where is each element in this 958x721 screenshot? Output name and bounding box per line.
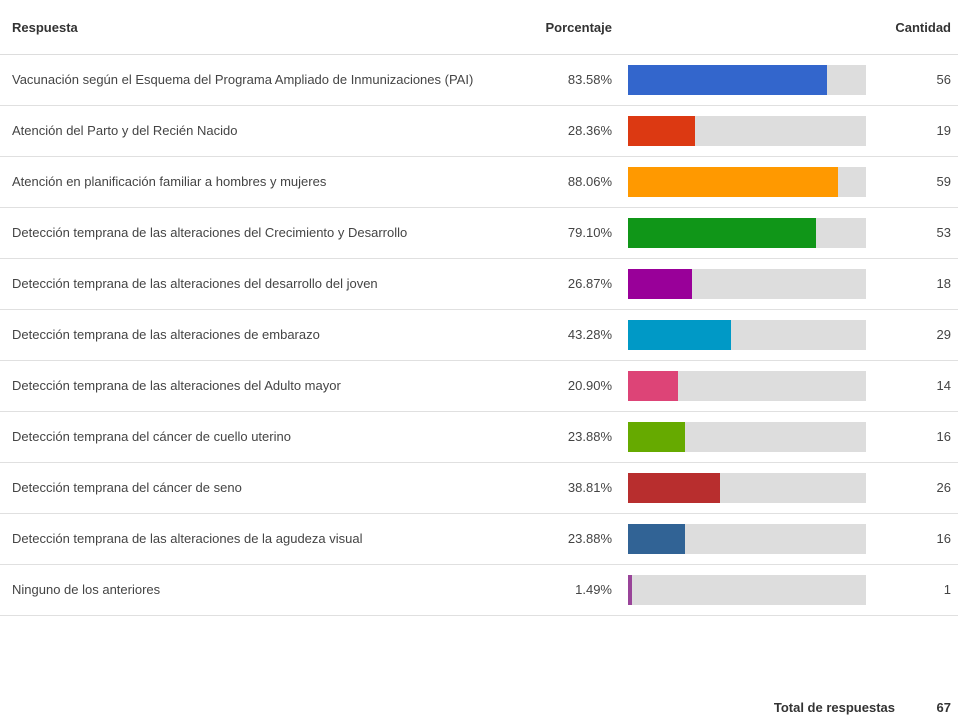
answer-row: Detección temprana de las alteraciones d… — [0, 208, 958, 259]
percent-label: 28.36% — [567, 123, 612, 138]
answer-label: Detección temprana de las alteraciones d… — [12, 276, 378, 291]
answer-row: Detección temprana del cáncer de seno 38.… — [0, 463, 958, 514]
total-label: Total de respuestas — [773, 700, 895, 715]
percent-label: 20.90% — [567, 378, 612, 393]
answer-row: Atención del Parto y del Recién Nacido 28… — [0, 106, 958, 157]
answer-label: Vacunación según el Esquema del Programa… — [12, 72, 474, 87]
count: 26 — [936, 480, 951, 495]
bar-track — [628, 218, 866, 248]
percent-bar — [628, 269, 692, 299]
bar-track — [628, 320, 866, 350]
bar-track — [628, 473, 866, 503]
bar-track — [628, 116, 866, 146]
answer-label: Detección temprana del cáncer de seno — [12, 480, 242, 495]
percent-bar — [628, 524, 685, 554]
percent-label: 88.06% — [567, 174, 612, 189]
bar-track — [628, 269, 866, 299]
percent-label: 79.10% — [567, 225, 612, 240]
percent-label: 43.28% — [567, 327, 612, 342]
percent-label: 83.58% — [567, 72, 612, 87]
percent-label: 38.81% — [567, 480, 612, 495]
answer-row: Atención en planificación familiar a hom… — [0, 157, 958, 208]
percent-bar — [628, 371, 678, 401]
count: 56 — [936, 72, 951, 87]
answer-row: Detección temprana de las alteraciones d… — [0, 514, 958, 565]
count: 53 — [936, 225, 951, 240]
bar-track — [628, 371, 866, 401]
percent-bar — [628, 320, 731, 350]
header-row: Respuesta Porcentaje Cantidad — [0, 0, 958, 55]
answer-label: Atención en planificación familiar a hom… — [12, 174, 327, 189]
answer-label: Ninguno de los anteriores — [12, 582, 161, 597]
answer-row: Detección temprana de las alteraciones d… — [0, 361, 958, 412]
percent-label: 23.88% — [567, 531, 612, 546]
header-answer: Respuesta — [12, 20, 78, 35]
percent-label: 23.88% — [567, 429, 612, 444]
total-value: 67 — [936, 700, 951, 715]
answer-row: Detección temprana del cáncer de cuello … — [0, 412, 958, 463]
percent-bar — [628, 473, 721, 503]
bar-track — [628, 575, 866, 605]
answer-label: Detección temprana de las alteraciones d… — [12, 378, 341, 393]
answer-label: Detección temprana de las alteraciones d… — [12, 327, 320, 342]
answer-row: Ninguno de los anteriores 1.49% 1 — [0, 565, 958, 616]
bar-track — [628, 422, 866, 452]
answer-row: Vacunación según el Esquema del Programa… — [0, 55, 958, 106]
bar-track — [628, 167, 866, 197]
answer-row: Detección temprana de las alteraciones d… — [0, 310, 958, 361]
percent-label: 26.87% — [567, 276, 612, 291]
answer-label: Detección temprana de las alteraciones d… — [12, 225, 408, 240]
count: 1 — [943, 582, 951, 597]
percent-bar — [628, 422, 685, 452]
percent-label: 1.49% — [575, 582, 612, 597]
count: 14 — [936, 378, 951, 393]
percent-bar — [628, 218, 817, 248]
count: 18 — [936, 276, 951, 291]
count: 16 — [936, 429, 951, 444]
bar-track — [628, 65, 866, 95]
percent-bar — [628, 167, 838, 197]
answer-label: Detección temprana del cáncer de cuello … — [12, 429, 291, 444]
answer-label: Atención del Parto y del Recién Nacido — [12, 123, 238, 138]
percent-bar — [628, 116, 696, 146]
answer-row: Detección temprana de las alteraciones d… — [0, 259, 958, 310]
bar-track — [628, 524, 866, 554]
count: 19 — [936, 123, 951, 138]
header-count: Cantidad — [895, 20, 951, 35]
header-percent: Porcentaje — [545, 20, 612, 35]
answer-label: Detección temprana de las alteraciones d… — [12, 531, 363, 546]
count: 29 — [936, 327, 951, 342]
count: 16 — [936, 531, 951, 546]
percent-bar — [628, 65, 827, 95]
percent-bar — [628, 575, 632, 605]
count: 59 — [936, 174, 951, 189]
rows: Vacunación según el Esquema del Programa… — [0, 55, 958, 616]
